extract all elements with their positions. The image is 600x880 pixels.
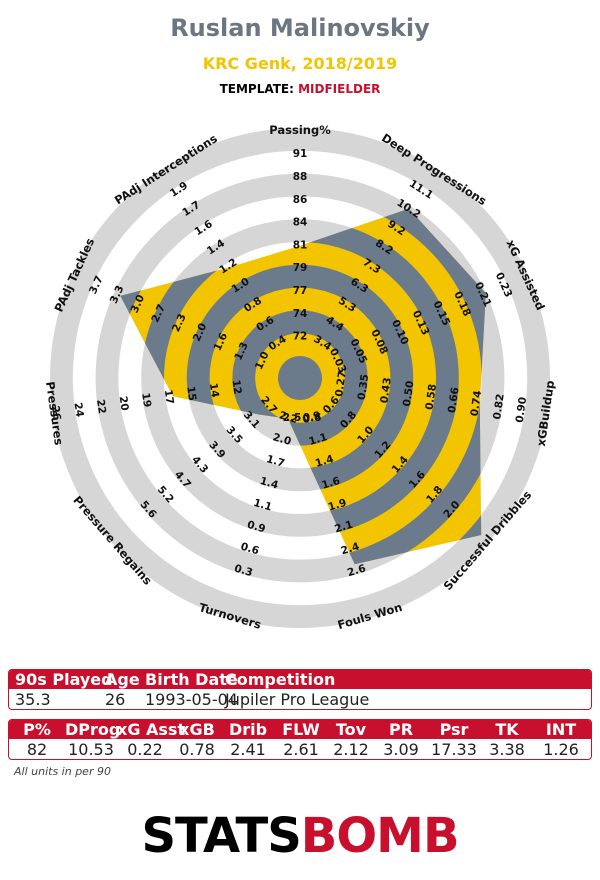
tick-label: 24 <box>72 402 86 418</box>
template-value: MIDFIELDER <box>298 82 381 96</box>
column-header: Birth Date <box>145 670 238 689</box>
team-season: KRC Genk, 2018/2019 <box>202 54 398 73</box>
info-table: 90s Played Age Birth Date Competition 35.3 2… <box>8 669 592 710</box>
tick-label: 0.82 <box>491 393 507 420</box>
tick-label: 0.9 <box>246 519 267 536</box>
tick-label: 19 <box>139 392 153 408</box>
tick-label: 17 <box>162 389 176 405</box>
tick-label: 0.66 <box>446 386 462 413</box>
template-line: TEMPLATE: MIDFIELDER <box>0 82 600 96</box>
table-cell: 0.22 <box>127 739 163 759</box>
tick-label: 2.4 <box>340 541 361 558</box>
info-table-row: 35.3 26 1993-05-04 Jupiler Pro League <box>9 689 591 709</box>
tick-label: 0.43 <box>378 377 394 404</box>
column-header: TK <box>495 720 519 739</box>
tick-label: 0.9 <box>301 409 322 426</box>
tick-label: 0.74 <box>469 390 485 417</box>
tick-label: 2.2 <box>278 409 299 426</box>
center-tick-label: 2.5 <box>283 412 302 424</box>
tick-label: 0.27 <box>333 370 349 397</box>
table-cell: Jupiler Pro League <box>225 689 370 709</box>
tick-label: 0.58 <box>423 383 439 410</box>
tick-label: 20 <box>117 395 131 411</box>
player-name: Ruslan Malinovskiy <box>170 14 430 42</box>
tick-label: 0.50 <box>401 380 417 407</box>
tick-label: 77 <box>293 285 308 297</box>
table-cell: 3.38 <box>489 739 525 759</box>
gray-ring <box>49 127 551 629</box>
table-cell: 2.12 <box>333 739 369 759</box>
tick-label: 26 <box>49 405 63 421</box>
axis-label: Passing% <box>269 123 331 137</box>
column-header: Psr <box>439 720 469 739</box>
tick-label: 79 <box>293 262 308 274</box>
stats-table: P% DProg xG Asst xGB Drib FLW Tov PR Psr TK INT 82… <box>8 719 592 760</box>
stats-table-row: 82 10.53 0.22 0.78 2.41 2.61 2.12 3.09 17.33 3.38… <box>9 739 591 759</box>
tick-label: 0.35 <box>356 373 372 400</box>
table-cell: 82 <box>26 739 48 759</box>
table-cell: 35.3 <box>15 689 51 709</box>
column-header: DProg <box>65 720 121 739</box>
blue-ring <box>232 310 368 446</box>
tick-label: 2.6 <box>346 562 367 579</box>
table-cell: 1993-05-04 <box>145 689 238 709</box>
tick-label: 1.4 <box>258 475 279 492</box>
tick-label: 72 <box>293 331 308 343</box>
stats-table-header: P% DProg xG Asst xGB Drib FLW Tov PR Psr TK INT <box>9 720 591 739</box>
tick-label: 15 <box>184 386 198 402</box>
logo-bomb: BOMB <box>300 808 460 864</box>
table-cell: 10.53 <box>68 739 114 759</box>
column-header: PR <box>388 720 414 739</box>
table-cell: 3.09 <box>383 739 419 759</box>
tick-label: 91 <box>293 148 308 160</box>
table-cell: 2.61 <box>283 739 319 759</box>
tick-label: 1.7 <box>265 453 286 470</box>
tick-label: 2.1 <box>333 519 354 536</box>
table-cell: 17.33 <box>431 739 477 759</box>
center-circle <box>278 356 322 400</box>
tick-label: 74 <box>293 308 308 320</box>
table-cell: 1.26 <box>543 739 579 759</box>
center-tick-label: 0.6 <box>303 412 322 424</box>
tick-label: 1.1 <box>307 431 328 448</box>
tick-label: 0.90 <box>514 396 530 423</box>
tick-label: 1.9 <box>327 497 348 514</box>
column-header: xGB <box>179 720 215 739</box>
tick-label: 81 <box>293 239 308 251</box>
tick-label: 12 <box>229 379 243 395</box>
tick-label: 22 <box>94 399 108 415</box>
column-header: Drib <box>228 720 268 739</box>
tick-label: 88 <box>293 171 308 183</box>
column-header: 90s Played <box>15 670 113 689</box>
tick-label: 86 <box>293 194 308 206</box>
tick-label: 84 <box>293 217 308 229</box>
table-cell: 2.41 <box>230 739 266 759</box>
radar-chart: 727477798184868891Passing%3.44.45.36.37.… <box>43 123 557 632</box>
column-header: INT <box>545 720 577 739</box>
tick-label: 2.0 <box>271 431 292 448</box>
column-header: Tov <box>335 720 367 739</box>
gray-ring <box>95 173 505 583</box>
template-label: TEMPLATE: <box>219 82 294 96</box>
column-header: Age <box>105 670 140 689</box>
statsbomb-logo: STATSBOMB <box>0 808 600 864</box>
tick-label: 1.6 <box>320 475 341 492</box>
column-header: P% <box>23 720 51 739</box>
tick-label: 14 <box>207 382 221 398</box>
units-footnote: All units in per 90 <box>14 765 111 778</box>
tick-label: 1.4 <box>314 453 335 470</box>
info-table-header: 90s Played Age Birth Date Competition <box>9 670 591 689</box>
table-cell: 0.78 <box>179 739 215 759</box>
column-header: xG Asst <box>117 720 186 739</box>
table-cell: 26 <box>105 689 126 709</box>
column-header: FLW <box>282 720 320 739</box>
logo-stats: STATS <box>141 808 301 864</box>
column-header: Competition <box>225 670 336 689</box>
tick-label: 0.3 <box>233 562 254 579</box>
tick-label: 0.6 <box>239 541 260 558</box>
tick-label: 1.1 <box>252 497 273 514</box>
